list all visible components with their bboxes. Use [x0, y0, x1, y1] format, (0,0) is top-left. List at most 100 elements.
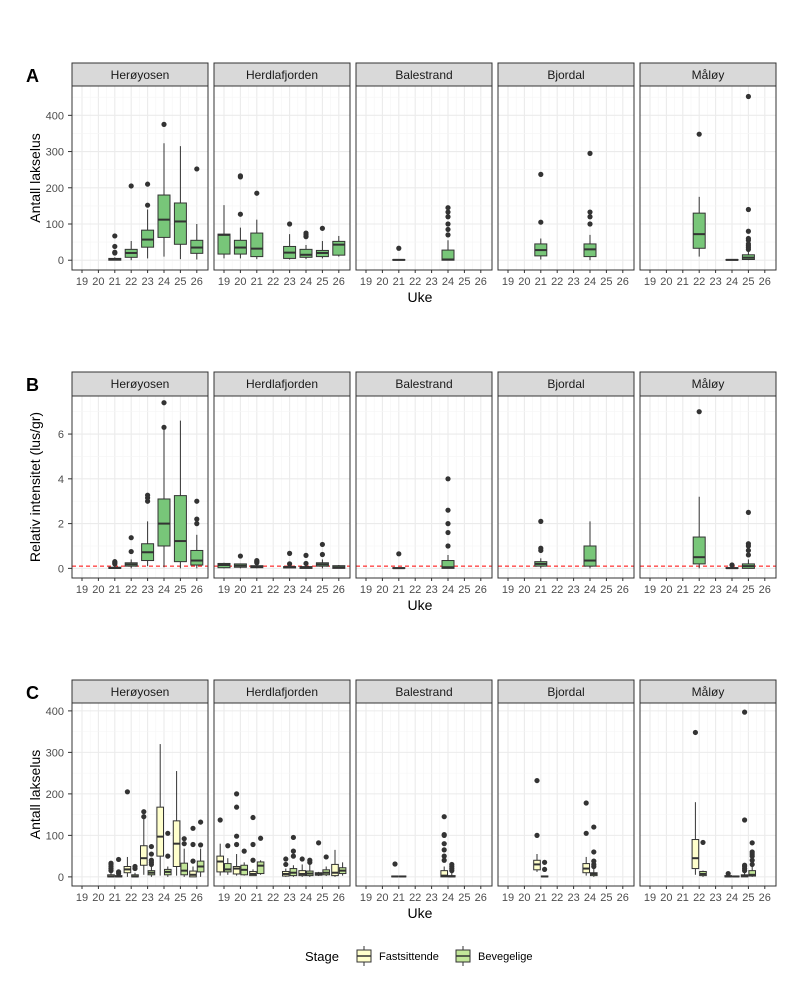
- x-tick-label: 22: [551, 276, 563, 288]
- panel-border: [71, 395, 209, 579]
- box-week-20-bevegelige: [240, 848, 248, 876]
- x-tick-label: 20: [234, 276, 246, 288]
- facet-label: Bjordal: [547, 68, 584, 82]
- x-tick-label: 23: [283, 584, 295, 596]
- box-week-23-fastsittende: [282, 856, 290, 877]
- outlier-point: [587, 209, 593, 215]
- facet-label: Herøyosen: [111, 68, 170, 82]
- x-tick-label: 22: [693, 892, 705, 904]
- outlier-point: [112, 233, 118, 239]
- box-week-25: [741, 93, 755, 261]
- box-week-24-fastsittende: [298, 856, 306, 877]
- x-tick-label: 26: [333, 276, 345, 288]
- box-week-21-fastsittende: [391, 861, 399, 878]
- x-tick-label: 21: [535, 892, 547, 904]
- y-tick-label: 0: [58, 563, 64, 575]
- x-axis-title: Uke: [408, 597, 433, 613]
- x-tick-label: 24: [726, 584, 738, 596]
- box-iqr: [299, 248, 313, 258]
- x-tick-label: 25: [600, 584, 612, 596]
- panel-border: [355, 85, 493, 271]
- panel-border: [497, 702, 635, 887]
- x-tick-label: 25: [458, 892, 470, 904]
- box-iqr: [156, 806, 164, 857]
- outlier-point: [237, 173, 243, 179]
- x-axis-title: Uke: [408, 905, 433, 921]
- x-tick-label: 25: [174, 584, 186, 596]
- x-tick-label: 23: [425, 892, 437, 904]
- outlier-point: [303, 560, 309, 567]
- outlier-point: [319, 541, 325, 548]
- x-tick-label: 20: [518, 892, 530, 904]
- panel-border: [355, 702, 493, 887]
- x-tick-label: 21: [677, 584, 689, 596]
- plot-background: [498, 703, 634, 886]
- box-week-24: [157, 121, 171, 257]
- outlier-point: [148, 857, 154, 863]
- facet-balestrand: Balestrand 19 20 21 22 23 24 25 26: [355, 371, 493, 596]
- outlier-point: [194, 166, 200, 172]
- x-tick-label: 24: [584, 276, 596, 288]
- x-tick-label: 23: [425, 276, 437, 288]
- outlier-point: [128, 183, 134, 189]
- outlier-point: [165, 830, 171, 836]
- outlier-point: [145, 181, 151, 187]
- outlier-point: [234, 841, 240, 848]
- box-week-25: [315, 541, 329, 569]
- x-tick-label: 19: [360, 276, 372, 288]
- legend-label: Bevegelige: [478, 951, 532, 963]
- outlier-point: [145, 492, 151, 498]
- box-week-23-bevegelige: [147, 843, 156, 877]
- outlier-point: [287, 550, 293, 556]
- box-week-21: [108, 233, 122, 261]
- outlier-point: [250, 857, 256, 863]
- x-tick-label: 25: [316, 276, 328, 288]
- x-tick-label: 20: [376, 276, 388, 288]
- x-tick-label: 20: [518, 276, 530, 288]
- box-week-26-bevegelige: [338, 862, 347, 876]
- facet-label: Herøyosen: [111, 377, 170, 391]
- box-iqr: [250, 232, 264, 258]
- box-week-20: [233, 173, 247, 259]
- outlier-point: [587, 150, 593, 156]
- x-tick-label: 24: [300, 892, 312, 904]
- x-tick-label: 25: [458, 276, 470, 288]
- legend-label: Fastsittende: [379, 951, 439, 963]
- outlier-point: [161, 424, 167, 430]
- box-week-21-fastsittende: [533, 777, 541, 872]
- outlier-point: [591, 849, 597, 855]
- x-tick-label: 24: [158, 276, 170, 288]
- facet-label: Herdlafjorden: [246, 377, 318, 391]
- outlier-point: [745, 552, 752, 558]
- outlier-point: [290, 853, 296, 859]
- x-tick-label: 23: [709, 892, 721, 904]
- box-iqr: [157, 194, 171, 238]
- y-tick-label: 100: [46, 219, 64, 231]
- facet-label: Herdlafjorden: [246, 68, 318, 82]
- outlier-point: [538, 171, 544, 177]
- box-iqr: [692, 536, 706, 565]
- box-week-26-fastsittende: [331, 849, 339, 877]
- box-iqr: [256, 861, 265, 875]
- x-tick-label: 24: [442, 584, 454, 596]
- outlier-point: [445, 543, 451, 549]
- outlier-point: [323, 854, 329, 860]
- box-iqr: [692, 212, 706, 249]
- box-iqr: [441, 560, 455, 569]
- box-iqr: [190, 549, 204, 566]
- outlier-point: [165, 853, 171, 859]
- x-tick-label: 19: [218, 276, 230, 288]
- outlier-point: [534, 832, 540, 838]
- x-tick-label: 25: [316, 584, 328, 596]
- x-tick-label: 23: [141, 276, 153, 288]
- outlier-point: [396, 551, 402, 557]
- outlier-point: [742, 817, 748, 823]
- box-week-24-bevegelige: [448, 861, 456, 878]
- x-tick-label: 25: [600, 276, 612, 288]
- box-week-19: [217, 205, 231, 259]
- y-axis-title: Antall lakselus: [27, 750, 43, 840]
- box-week-21: [250, 190, 264, 260]
- outlier-point: [587, 221, 593, 227]
- x-tick-label: 22: [409, 276, 421, 288]
